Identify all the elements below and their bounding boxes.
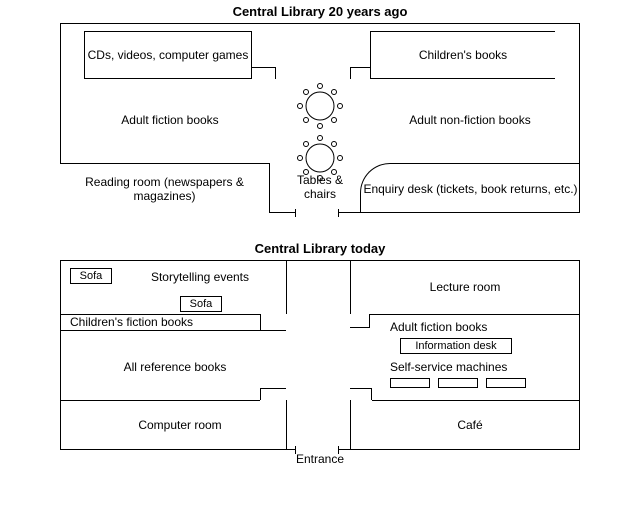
room-cds: CDs, videos, computer games: [84, 31, 252, 79]
room-enquiry-label: Enquiry desk (tickets, book returns, etc…: [363, 182, 577, 196]
room-selfservice: Self-service machines: [390, 360, 570, 374]
room-adult-nonfiction: Adult non-fiction books: [380, 113, 560, 127]
self-service-machine: [438, 378, 478, 388]
room-reading-label: Reading room (newspapers & magazines): [62, 175, 267, 203]
room-reference-label: All reference books: [124, 360, 227, 374]
floorplan-before: Central Library 20 years ago CDs, videos…: [60, 4, 580, 229]
sofa-label: Sofa: [190, 298, 213, 310]
room-cds-label: CDs, videos, computer games: [88, 48, 249, 62]
room-storytelling: Storytelling events: [140, 270, 260, 284]
room-computer: Computer room: [100, 418, 260, 432]
title-before: Central Library 20 years ago: [60, 4, 580, 19]
wall: [60, 400, 260, 401]
floorplan-after: Central Library today Storytelling event…: [60, 241, 580, 466]
wall: [286, 260, 287, 314]
information-desk: Information desk: [400, 338, 512, 354]
room-computer-label: Computer room: [138, 418, 221, 432]
room-reference: All reference books: [90, 360, 260, 374]
door-notch: [350, 388, 372, 400]
wall: [350, 400, 351, 450]
door-notch: [260, 388, 286, 400]
room-lecture-label: Lecture room: [430, 280, 501, 294]
info-desk-label: Information desk: [415, 340, 496, 352]
entrance-gap: [295, 209, 339, 217]
room-adult-fiction2: Adult fiction books: [390, 320, 560, 334]
wall: [60, 330, 286, 331]
room-enquiry: Enquiry desk (tickets, book returns, etc…: [360, 163, 580, 213]
sofa-2: Sofa: [180, 296, 222, 312]
self-service-machine: [486, 378, 526, 388]
room-storytelling-label: Storytelling events: [151, 270, 249, 284]
room-selfservice-label: Self-service machines: [390, 360, 507, 374]
room-reading: Reading room (newspapers & magazines): [60, 163, 270, 213]
sofa-1: Sofa: [70, 268, 112, 284]
plan-after-body: Storytelling events Sofa Sofa Lecture ro…: [60, 260, 580, 450]
room-childrens-fiction-label: Children's fiction books: [70, 315, 193, 329]
tables-icon: [285, 78, 355, 188]
room-childrens-label: Children's books: [419, 48, 507, 62]
room-adult-fiction-label: Adult fiction books: [121, 113, 218, 127]
tables-label: Tables & chairs: [280, 173, 360, 201]
room-childrens-fiction: Children's fiction books: [70, 315, 270, 329]
room-lecture: Lecture room: [390, 280, 540, 294]
wall: [286, 400, 287, 450]
title-after: Central Library today: [60, 241, 580, 256]
entrance-label: Entrance: [60, 452, 580, 466]
plan-before-body: CDs, videos, computer games Children's b…: [60, 23, 580, 213]
wall: [370, 314, 580, 315]
room-childrens: Children's books: [370, 31, 555, 79]
door-notch: [350, 314, 370, 328]
room-cafe: Café: [400, 418, 540, 432]
wall: [372, 400, 580, 401]
room-cafe-label: Café: [457, 418, 482, 432]
door-notch: [252, 67, 276, 79]
sofa-label: Sofa: [80, 270, 103, 282]
room-adult-nonfiction-label: Adult non-fiction books: [409, 113, 530, 127]
wall: [350, 260, 351, 314]
room-adult-fiction: Adult fiction books: [90, 113, 250, 127]
room-adult-fiction2-label: Adult fiction books: [390, 320, 487, 334]
self-service-machine: [390, 378, 430, 388]
